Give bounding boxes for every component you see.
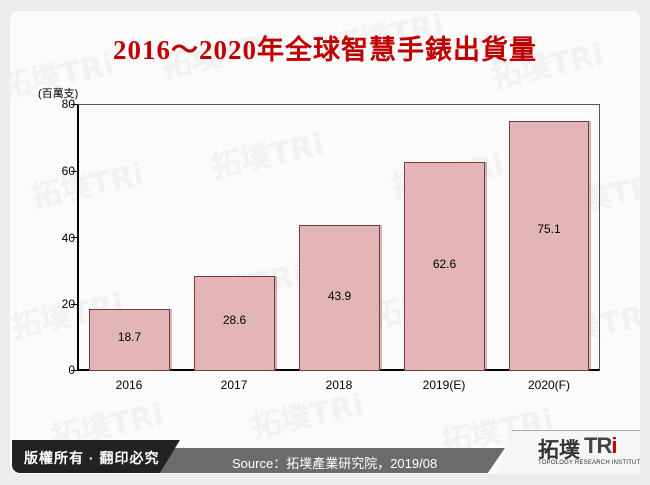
y-tick-20: 20: [61, 297, 75, 311]
x-label-2019e: 2019(E): [422, 378, 466, 392]
bar-2019e: 62.6: [404, 162, 485, 371]
y-tick-mark: [71, 104, 77, 105]
copyright-text: 版權所有 · 翻印必究: [24, 450, 160, 466]
copyright-band: 版權所有 · 翻印必究: [12, 440, 180, 473]
logo-cn-text: 拓墣: [538, 438, 580, 462]
y-tick-mark: [71, 237, 77, 238]
logo-subtitle: TOPOLOGY RESEARCH INSTITUTE: [538, 460, 645, 466]
bar-2018: 43.9: [299, 225, 380, 371]
bar-2016: 18.7: [89, 309, 170, 371]
bar-value-label: 75.1: [537, 222, 561, 236]
logo-en-text: TRi: [584, 433, 617, 459]
y-tick-mark: [71, 304, 77, 305]
chart-title: 2016～2020年全球智慧手錶出貨量: [113, 35, 537, 65]
y-tick-80: 80: [61, 97, 75, 111]
source-band: Source：拓墣產業研究院，2019/08: [160, 448, 505, 473]
x-label-2020f: 2020(F): [527, 378, 571, 392]
x-label-2018: 2018: [325, 378, 353, 392]
bar-value-label: 62.6: [432, 257, 457, 271]
bar-value-label: 28.6: [222, 313, 247, 327]
source-text: Source：拓墣產業研究院，2019/08: [232, 456, 438, 471]
tri-logo: 拓墣 TRi TOPOLOGY RESEARCH INSTITUTE: [498, 430, 640, 474]
x-label-2017: 2017: [220, 378, 248, 392]
x-label-2016: 2016: [115, 378, 143, 392]
y-tick-mark: [71, 171, 77, 172]
y-tick-40: 40: [61, 231, 75, 245]
bar-value-label: 43.9: [327, 289, 352, 303]
bar-2017: 28.6: [194, 276, 275, 371]
logo-i: i: [611, 433, 617, 458]
logo-tr: TR: [584, 433, 612, 458]
y-axis-unit: (百萬支): [38, 88, 79, 100]
bar-2020f: 75.1: [509, 121, 589, 371]
y-tick-mark: [71, 370, 77, 371]
y-tick-60: 60: [61, 164, 75, 178]
bar-value-label: 18.7: [117, 330, 142, 344]
